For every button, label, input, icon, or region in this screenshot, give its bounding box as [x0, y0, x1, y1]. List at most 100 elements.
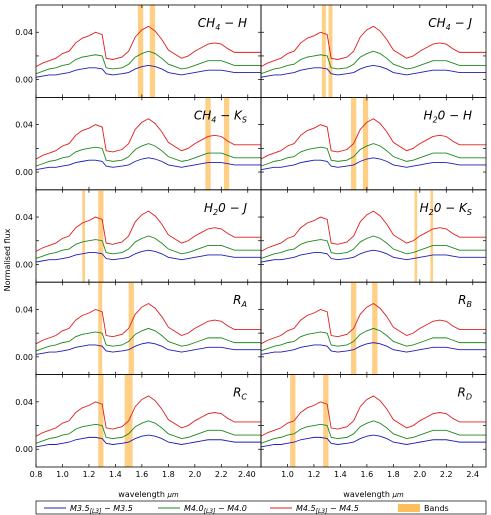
band-2: [128, 282, 134, 375]
x-tick-label: 1.0: [281, 470, 294, 479]
band-2: [328, 5, 333, 98]
x-tick-label: 0.8: [30, 470, 43, 479]
series-line-1: [261, 434, 486, 448]
panel-6: H20 − KS: [260, 189, 487, 283]
series-line-2: [36, 143, 261, 167]
panel-2: CH4 − J: [260, 4, 487, 98]
band-2: [98, 189, 104, 283]
y-tick-label: 0.04: [15, 28, 33, 37]
series-line-3: [261, 395, 486, 437]
panel-label: RD: [457, 386, 472, 402]
x-tick-label: 1.8: [162, 470, 175, 479]
panel-label: CH4 − H: [198, 16, 247, 32]
band-1: [414, 189, 418, 283]
y-tick-label: 0.04: [15, 213, 33, 222]
legend-label: M4.5[L3] − M4.5: [296, 504, 359, 515]
legend-label: Bands: [424, 504, 449, 513]
band-1: [137, 5, 144, 98]
series-line-2: [261, 327, 486, 352]
x-tick-label: 2.2: [215, 470, 228, 479]
panel-frame: [260, 374, 487, 468]
y-tick-label: 0.00: [15, 260, 33, 269]
band-2: [362, 97, 369, 190]
panel-5: 0.00 0.04 H20 − J: [15, 189, 262, 283]
series-line-2: [36, 235, 261, 259]
x-tick-label: 2.4: [466, 470, 479, 479]
band-1: [98, 374, 104, 467]
series-line-3: [261, 118, 486, 160]
x-tick-label: 1.6: [361, 470, 374, 479]
x-tick-label: 2.0: [413, 470, 426, 479]
band-2: [149, 5, 156, 98]
legend-swatch: [398, 504, 420, 512]
x-tick-label: 1.2: [308, 470, 321, 479]
band-2: [323, 374, 329, 467]
panel-label: CH4 − KS: [194, 108, 247, 124]
panel-label: RC: [233, 386, 247, 402]
x-tick-label: 2.40: [238, 470, 256, 479]
y-tick-label: 0.04: [15, 398, 33, 407]
x-tick-label: 1.0: [56, 470, 69, 479]
x-tick-label: 2.0: [188, 470, 201, 479]
y-axis-label: Normalised flux: [3, 228, 12, 291]
series-line-1: [36, 434, 261, 448]
band-1: [205, 97, 211, 190]
panel-7: 0.00 0.04 RA: [15, 281, 262, 376]
panel-8: RB: [260, 281, 487, 376]
series-line-1: [261, 342, 486, 355]
panel-label: RA: [233, 293, 247, 309]
panel-label: H20 − J: [204, 201, 247, 217]
x-tick-label: 1.8: [387, 470, 400, 479]
y-tick-label: 0.00: [15, 76, 33, 85]
series-line-2: [36, 327, 261, 352]
y-tick-label: 0.00: [15, 168, 33, 177]
legend: M3.5[L3] − M3.5 M4.0[L3] − M4.0 M4.5[L3] −…: [35, 500, 487, 515]
panel-9: 0.00 0.04 0.8 1.0 1.2 1.4 1.6 1.8 2.0 2.2 2.40 RC: [15, 374, 262, 479]
panel-10: 1.0 1.2 1.4 1.6 1.8 2.0 2.2 2.4 RD: [260, 374, 487, 479]
y-tick-label: 0.00: [15, 353, 33, 362]
series-line-1: [36, 249, 261, 263]
panel-label: H20 − H: [424, 108, 472, 124]
panel-label: CH4 − J: [428, 16, 472, 32]
panel-label: RB: [458, 293, 472, 309]
legend-entry-3: M4.5[L3] − M4.5: [270, 504, 359, 515]
band-1: [98, 282, 103, 375]
legend-frame: [35, 500, 487, 515]
panel-3: 0.00 0.04 CH4 − KS: [15, 97, 262, 191]
x-tick-label: 1.4: [109, 470, 122, 479]
band-2: [430, 189, 434, 283]
series-line-2: [261, 50, 486, 75]
panel-grid: 0.00 0.04 CH4 − H CH4 − J 0.00 0.04 CH4 − KS H2…: [15, 4, 487, 479]
x-tick-label: 1.6: [136, 470, 149, 479]
legend-label: M3.5[L3] − M3.5: [70, 504, 133, 515]
band-1: [82, 189, 85, 283]
panel-4: H20 − H: [260, 97, 487, 191]
y-tick-label: 0.04: [15, 121, 33, 130]
series-line-3: [36, 210, 261, 252]
x-tick-label: 2.2: [440, 470, 453, 479]
series-line-1: [36, 342, 261, 355]
x-tick-label: 1.4: [334, 470, 347, 479]
series-line-2: [36, 420, 261, 444]
series-line-3: [36, 25, 261, 67]
legend-label: M4.0[L3] − M4.0: [184, 504, 247, 515]
y-tick-label: 0.00: [15, 445, 33, 454]
series-line-3: [261, 210, 486, 252]
series-line-1: [36, 157, 261, 171]
series-line-2: [261, 235, 486, 259]
series-line-2: [261, 143, 486, 167]
legend-entry-2: M4.0[L3] − M4.0: [158, 504, 247, 515]
panel-label: H20 − KS: [420, 201, 472, 217]
band-2: [223, 97, 230, 190]
x-axis-labels: wavelength μm wavelength μm: [118, 490, 404, 499]
series-line-1: [36, 64, 261, 78]
panel-1: 0.00 0.04 CH4 − H: [15, 4, 262, 98]
series-line-3: [36, 302, 261, 345]
series-line-1: [261, 64, 486, 78]
legend-entry-1: M3.5[L3] − M3.5: [44, 504, 133, 515]
series-line-1: [261, 249, 486, 263]
series-line-3: [261, 302, 486, 345]
series-line-1: [261, 157, 486, 171]
series-line-3: [36, 395, 261, 437]
